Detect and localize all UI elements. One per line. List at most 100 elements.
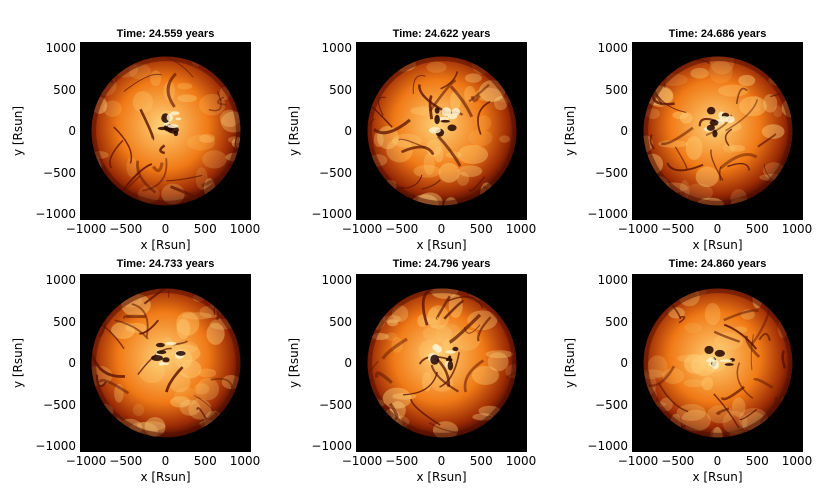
y-axis-label: y [Rsun] [11,105,25,157]
y-tick-label: 0 [68,124,76,138]
x-tick-label: −1000 [341,222,383,236]
x-tick-label: 500 [745,222,769,236]
x-tick-label: 1000 [229,222,261,236]
y-tick-label: 500 [329,314,352,329]
panel-title: Time: 24.796 years [392,258,491,270]
y-axis-label: y [Rsun] [563,337,577,389]
y-tick-label: 500 [53,314,76,329]
y-tick-label: 0 [620,356,628,370]
y-tick-label: 1000 [597,273,628,287]
x-tick-label: −500 [661,454,695,468]
x-axis-label: x [Rsun] [692,238,743,252]
panel-6: Time: 24.860 years 1000 500 0 −500 −1000 −1000… [552,232,828,484]
panel-title: Time: 24.622 years [392,28,491,40]
x-tick-label: −1000 [65,222,107,236]
y-tick-label: −500 [595,397,628,412]
x-tick-label: −1000 [617,222,659,236]
y-axis-label: y [Rsun] [287,337,301,389]
x-tick-label: 1000 [505,454,537,468]
sun-disk [90,55,242,207]
x-tick-label: 500 [469,222,493,236]
x-tick-label: 1000 [781,222,813,236]
y-tick-label: 1000 [45,41,76,55]
x-tick-label: 1000 [505,222,537,236]
x-tick-label: 1000 [781,454,813,468]
y-tick-label: 0 [344,124,352,138]
plot-area [632,42,803,220]
x-tick-label: 500 [469,454,493,468]
sun-disk-image [367,56,516,206]
sun-disk-image [367,288,516,438]
y-tick-label: 500 [605,82,628,97]
x-axis-label: x [Rsun] [416,470,467,484]
sun-disk-image [643,56,792,206]
x-axis-label: x [Rsun] [692,470,743,484]
x-tick-label: −1000 [341,454,383,468]
plot-area [80,42,251,220]
y-tick-label: 1000 [597,41,628,55]
x-tick-label: 1000 [229,454,261,468]
x-axis-label: x [Rsun] [140,238,191,252]
plot-area [356,42,527,220]
y-tick-label: 1000 [321,273,352,287]
y-axis-label: y [Rsun] [287,105,301,157]
y-tick-label: −500 [319,397,352,412]
sun-disk [366,55,518,207]
panel-1: Time: 24.559 years 1000 500 0 −500 −1000 −1000… [0,0,276,252]
sun-disk [642,287,794,439]
plot-area [632,274,803,452]
y-tick-label: 0 [620,124,628,138]
y-tick-label: 500 [53,82,76,97]
x-tick-label: 500 [745,454,769,468]
x-tick-label: 500 [193,222,217,236]
sun-disk-image [91,56,240,206]
y-tick-label: 1000 [321,41,352,55]
y-tick-label: −1000 [587,439,628,453]
y-axis-label: y [Rsun] [11,337,25,389]
plot-area [80,274,251,452]
panel-title: Time: 24.559 years [116,28,215,40]
x-tick-label: −500 [385,222,419,236]
x-tick-label: 0 [437,222,446,236]
sun-disk-image [643,288,792,438]
y-tick-label: 500 [605,314,628,329]
x-tick-label: 0 [161,454,170,468]
y-tick-label: −1000 [311,207,352,221]
plot-area [356,274,527,452]
y-tick-label: 1000 [45,273,76,287]
x-tick-label: −1000 [617,454,659,468]
sun-disk [90,287,242,439]
y-tick-label: −1000 [587,207,628,221]
panel-title: Time: 24.686 years [668,28,767,40]
x-tick-label: −500 [385,454,419,468]
x-tick-label: 0 [161,222,170,236]
x-tick-label: −500 [109,454,143,468]
sun-disk-image [91,288,240,438]
y-tick-label: −500 [595,165,628,180]
sun-disk [366,287,518,439]
x-tick-label: 0 [437,454,446,468]
x-axis-label: x [Rsun] [416,238,467,252]
y-tick-label: −1000 [35,439,76,453]
y-tick-label: −500 [43,165,76,180]
x-tick-label: 0 [713,222,722,236]
x-tick-label: 500 [193,454,217,468]
y-tick-label: −1000 [311,439,352,453]
x-tick-label: −1000 [65,454,107,468]
y-tick-label: −500 [319,165,352,180]
panel-title: Time: 24.860 years [668,258,767,270]
y-tick-label: −500 [43,397,76,412]
panel-title: Time: 24.733 years [116,258,215,270]
panel-2: Time: 24.622 years 1000 500 0 −500 −1000 −1000… [276,0,552,252]
sun-disk [642,55,794,207]
y-axis-label: y [Rsun] [563,105,577,157]
panel-4: Time: 24.733 years 1000 500 0 −500 −1000 −1000… [0,232,276,484]
x-tick-label: 0 [713,454,722,468]
x-tick-label: −500 [661,222,695,236]
x-tick-label: −500 [109,222,143,236]
y-tick-label: −1000 [35,207,76,221]
x-axis-label: x [Rsun] [140,470,191,484]
y-tick-label: 500 [329,82,352,97]
panel-3: Time: 24.686 years 1000 500 0 −500 −1000 −1000… [552,0,828,252]
panel-5: Time: 24.796 years 1000 500 0 −500 −1000 −1000… [276,232,552,484]
